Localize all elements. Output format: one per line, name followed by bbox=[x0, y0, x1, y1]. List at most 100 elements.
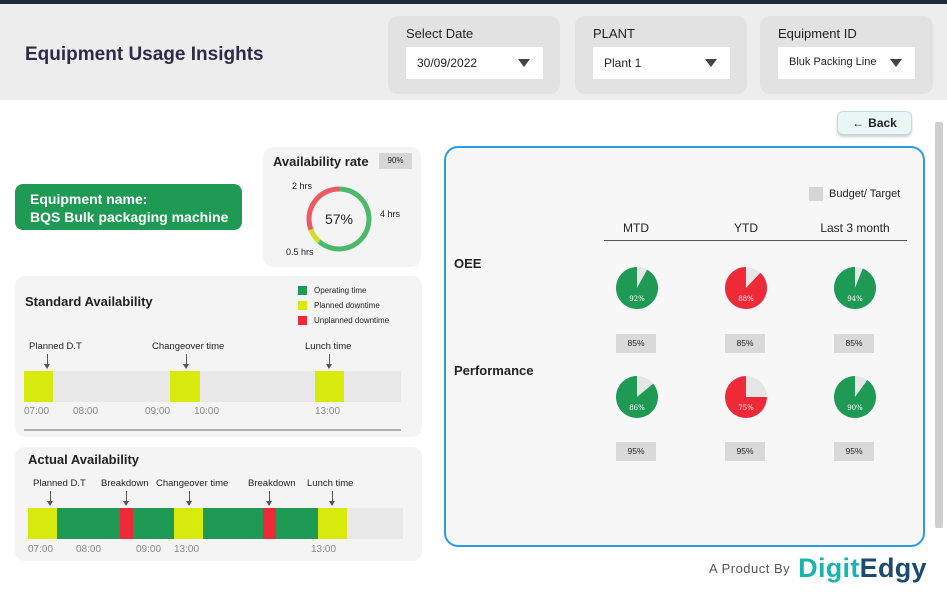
arrow-down-icon bbox=[329, 491, 335, 506]
donut-segment-0 bbox=[317, 186, 372, 252]
oee-last3-pie: 94% bbox=[834, 267, 876, 309]
standard-timeline-bar bbox=[24, 371, 401, 402]
performance-mtd-target: 95% bbox=[616, 442, 656, 461]
arrow-down-icon bbox=[266, 491, 272, 506]
arrow-down-icon bbox=[47, 491, 53, 506]
operating-segment bbox=[276, 508, 318, 539]
footer-by-text: A Product By bbox=[709, 561, 791, 576]
date-select[interactable]: 30/09/2022 bbox=[406, 47, 543, 79]
performance-ytd-target: 95% bbox=[725, 442, 765, 461]
event-label: Changeover time bbox=[152, 341, 225, 352]
plant-select[interactable]: Plant 1 bbox=[593, 47, 730, 79]
event-label: Planned D.T bbox=[29, 341, 82, 352]
planned-downtime-segment bbox=[174, 508, 203, 539]
legend-item-operating: Operating time bbox=[298, 285, 389, 295]
column-header-last-3-month: Last 3 month bbox=[820, 221, 890, 235]
footer-branding: A Product By DigitEdgy bbox=[709, 553, 927, 584]
equipment-filter-label: Equipment ID bbox=[778, 26, 857, 41]
standard-availability-title: Standard Availability bbox=[25, 294, 153, 309]
time-tick: 08:00 bbox=[73, 406, 99, 417]
oee-ytd-target: 85% bbox=[725, 334, 765, 353]
event-label: Breakdown bbox=[101, 478, 149, 489]
performance-last3-pie: 90% bbox=[834, 376, 876, 418]
equipment-select[interactable]: Bluk Packing Line bbox=[778, 47, 915, 79]
unplanned-downtime-segment bbox=[263, 508, 276, 539]
legend-swatch bbox=[298, 285, 307, 295]
planned-downtime-segment bbox=[318, 508, 347, 539]
performance-mtd-pie: 86% bbox=[616, 376, 658, 418]
arrow-down-icon bbox=[44, 354, 50, 369]
arrow-left-icon: ← bbox=[852, 116, 865, 130]
top-border bbox=[0, 0, 947, 4]
time-tick: 13:00 bbox=[315, 406, 341, 417]
donut-segment-2 bbox=[306, 186, 340, 231]
time-tick: 08:00 bbox=[76, 544, 102, 555]
equipment-filter: Equipment ID Bluk Packing Line bbox=[760, 16, 933, 94]
operating-segment bbox=[133, 508, 174, 539]
legend-label: Planned downtime bbox=[314, 300, 380, 310]
actual-timeline-bar bbox=[28, 508, 403, 539]
row-label-oee: OEE bbox=[454, 256, 482, 271]
row-label-performance: Performance bbox=[454, 363, 534, 378]
actual-availability-title: Actual Availability bbox=[28, 452, 140, 467]
event-label: Planned D.T bbox=[33, 478, 86, 489]
time-tick: 13:00 bbox=[174, 544, 200, 555]
pie-value-slice bbox=[725, 267, 767, 309]
pie-value-slice bbox=[725, 376, 767, 418]
chevron-down-icon bbox=[890, 59, 902, 67]
equipment-name-value: BQS Bulk packaging machine bbox=[30, 209, 229, 225]
time-tick: 13:00 bbox=[311, 544, 337, 555]
standard-availability-card: Standard Availability Operating time Pla… bbox=[15, 276, 422, 437]
budget-target-label: Budget/ Target bbox=[829, 188, 901, 200]
event-label: Lunch time bbox=[307, 478, 354, 489]
equipment-select-value: Bluk Packing Line bbox=[789, 56, 877, 68]
arrow-down-icon bbox=[186, 491, 192, 506]
availability-rate-title: Availability rate bbox=[273, 154, 369, 169]
event-label: Changeover time bbox=[156, 478, 229, 489]
donut-label-unplanned: 2 hrs bbox=[292, 181, 313, 191]
oee-ytd-pie: 88% bbox=[725, 267, 767, 309]
legend-label: Operating time bbox=[314, 285, 367, 295]
event-label: Lunch time bbox=[305, 341, 352, 352]
date-filter: Select Date 30/09/2022 bbox=[388, 16, 560, 94]
availability-target-badge: 90% bbox=[379, 153, 412, 169]
budget-target-legend: Budget/ Target bbox=[809, 187, 900, 201]
vertical-scrollbar[interactable] bbox=[935, 122, 943, 528]
plant-filter-label: PLANT bbox=[593, 26, 635, 41]
time-tick: 09:00 bbox=[145, 406, 171, 417]
pie-value-label: 92% bbox=[629, 295, 645, 303]
plant-filter: PLANT Plant 1 bbox=[575, 16, 747, 94]
column-header-mtd: MTD bbox=[623, 221, 649, 235]
pie-value-slice bbox=[616, 376, 658, 418]
pie-value-slice bbox=[834, 376, 876, 418]
equipment-name-badge: Equipment name: BQS Bulk packaging machi… bbox=[15, 184, 242, 230]
time-tick: 10:00 bbox=[194, 406, 220, 417]
planned-downtime-segment bbox=[28, 508, 57, 539]
planned-downtime-segment bbox=[315, 371, 344, 402]
planned-downtime-segment bbox=[170, 371, 200, 402]
time-tick: 07:00 bbox=[24, 406, 50, 417]
legend-item-unplanned: Unplanned downtime bbox=[298, 315, 389, 325]
column-header-ytd: YTD bbox=[734, 221, 758, 235]
legend-swatch bbox=[298, 300, 307, 310]
operating-segment bbox=[203, 508, 263, 539]
arrow-down-icon bbox=[123, 491, 129, 506]
time-tick: 07:00 bbox=[28, 544, 54, 555]
donut-segment-1 bbox=[308, 228, 321, 244]
back-button[interactable]: ← Back bbox=[837, 111, 912, 135]
chevron-down-icon bbox=[518, 59, 530, 67]
kpi-card: Budget/ Target MTD YTD Last 3 month OEE … bbox=[444, 146, 925, 547]
availability-value: 57% bbox=[325, 211, 353, 227]
unplanned-downtime-segment bbox=[120, 508, 133, 539]
oee-last3-target: 85% bbox=[834, 334, 874, 353]
timeline-legend: Operating time Planned downtime Unplanne… bbox=[298, 285, 389, 330]
pie-value-slice bbox=[834, 267, 876, 309]
arrow-down-icon bbox=[183, 354, 189, 369]
pie-value-label: 75% bbox=[738, 404, 754, 412]
divider bbox=[24, 429, 401, 431]
header-rule bbox=[604, 240, 907, 241]
pie-value-slice bbox=[616, 267, 658, 309]
legend-label: Unplanned downtime bbox=[314, 315, 390, 325]
performance-last3-target: 95% bbox=[834, 442, 874, 461]
donut-label-planned: 0.5 hrs bbox=[286, 247, 314, 257]
